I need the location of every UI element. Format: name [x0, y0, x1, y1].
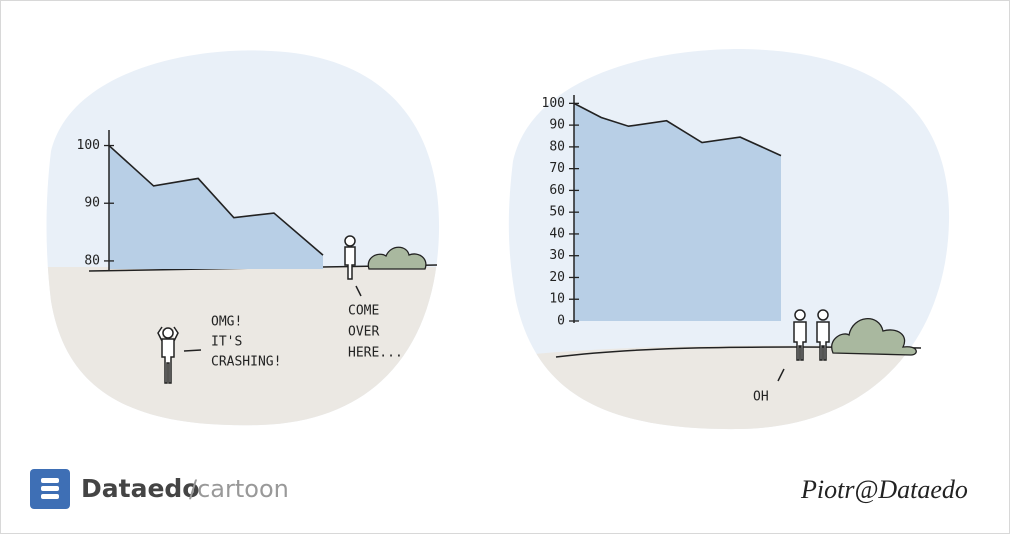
speech-line: IT'S: [211, 335, 242, 350]
signature: Piotr@Dataedo: [800, 475, 968, 504]
section: /cartoon: [189, 475, 289, 503]
y-tick-label: 80: [84, 253, 100, 268]
speech-line: COME: [348, 304, 379, 319]
figures: [157, 235, 830, 384]
speech: OMG! IT'S CRASHING! COME OVER HERE... OH: [211, 304, 769, 405]
speech-line: HERE...: [348, 346, 403, 361]
y-tick-label: 70: [549, 161, 565, 176]
line: [573, 102, 782, 157]
y-tick-label: 40: [549, 226, 565, 241]
y-tick-label: 10: [549, 292, 565, 307]
y-tick-label: 100: [542, 96, 565, 111]
y-tick-label: 0: [557, 314, 565, 329]
logo: [30, 469, 70, 509]
speech-line: OH: [753, 390, 769, 405]
speech-line: OVER: [348, 325, 379, 340]
y-tick-label: 90: [84, 196, 100, 211]
brand: Dataedo: [81, 474, 199, 503]
y-tick-label: 80: [549, 139, 565, 154]
bushes: [367, 246, 917, 356]
y-tick-label: 20: [549, 270, 565, 285]
y-tick-label: 60: [549, 183, 565, 198]
charts: 80 90 100 0 10 20 30 40 50 60 70 80 90 100: [77, 95, 782, 329]
line: [108, 144, 324, 256]
y-tick-label: 90: [549, 118, 565, 133]
area: [109, 145, 323, 269]
y-tick-label: 50: [549, 205, 565, 220]
speech-line: CRASHING!: [211, 355, 281, 370]
speech-line: OMG!: [211, 315, 242, 330]
y-tick-label: 30: [549, 248, 565, 263]
y-tick-label: 100: [77, 138, 100, 153]
area: [574, 103, 781, 322]
